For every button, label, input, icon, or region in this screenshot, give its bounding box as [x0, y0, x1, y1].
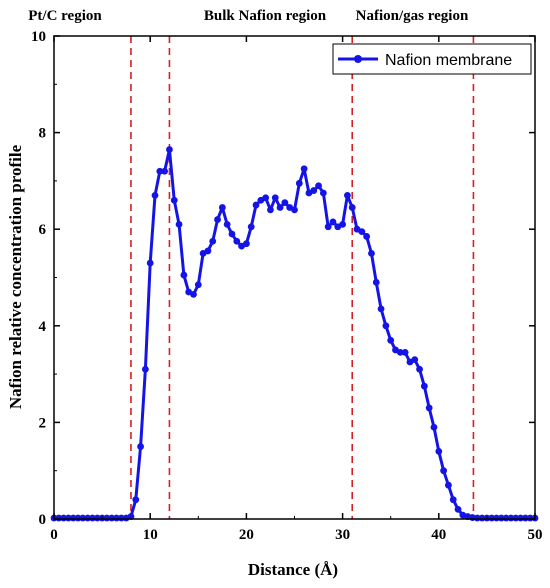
region-label-bulk: Bulk Nafion region: [204, 8, 327, 24]
y-axis-label: Nafion relative concentration profile: [6, 144, 25, 409]
data-point: [146, 259, 154, 267]
data-point: [276, 204, 284, 211]
data-point: [233, 237, 241, 245]
data-point: [315, 182, 322, 190]
data-point: [310, 187, 318, 194]
data-point: [377, 305, 385, 313]
data-point: [190, 291, 197, 298]
data-point: [281, 199, 289, 207]
y-tick-label-0: 0: [39, 512, 47, 528]
data-point: [271, 194, 279, 202]
data-point: [175, 220, 183, 228]
data-point: [209, 237, 217, 245]
plot-frame: [53, 35, 536, 520]
data-point: [223, 220, 231, 228]
data-point: [329, 218, 337, 226]
data-point: [170, 196, 178, 204]
y-tick-label-4: 4: [39, 319, 47, 335]
data-point: [319, 189, 327, 197]
data-point: [440, 467, 448, 475]
data-point: [425, 404, 433, 412]
legend-entry-nafion-membrane: Nafion membrane: [385, 52, 512, 69]
y-tick-label-10: 10: [31, 29, 46, 45]
data-point: [363, 233, 371, 240]
x-tick-label-40: 40: [431, 527, 446, 543]
x-tick-label-50: 50: [528, 527, 543, 543]
data-point: [243, 240, 250, 248]
y-tick-label-8: 8: [39, 126, 47, 142]
data-point: [339, 220, 346, 228]
x-axis-label: Distance (Å): [248, 560, 338, 579]
x-tick-label-20: 20: [239, 527, 254, 543]
data-point: [180, 271, 188, 279]
data-point: [132, 496, 140, 504]
data-point: [372, 278, 380, 286]
data-point: [300, 165, 308, 173]
region-label-gas: Nafion/gas region: [356, 8, 469, 24]
data-point: [262, 194, 270, 202]
data-point: [291, 206, 298, 214]
region-boundaries: [130, 36, 475, 519]
data-point: [161, 167, 169, 175]
y-tick-label-2: 2: [39, 415, 47, 431]
x-tick-label-30: 30: [335, 527, 350, 543]
data-point: [204, 247, 212, 255]
data-point: [295, 179, 303, 187]
data-point: [445, 481, 452, 489]
data-point: [454, 505, 462, 513]
x-tick-label-10: 10: [143, 527, 158, 543]
data-point: [218, 204, 226, 211]
legend-marker: [354, 55, 362, 63]
data-point: [214, 216, 221, 223]
data-point: [420, 382, 428, 390]
data-point: [358, 228, 366, 236]
data-point: [252, 201, 260, 209]
data-point: [156, 167, 164, 175]
region-label-ptc: Pt/C region: [28, 8, 102, 24]
data-point: [151, 191, 159, 199]
y-tick-label-6: 6: [39, 222, 47, 238]
data-point: [387, 336, 395, 344]
series-layer: [50, 146, 539, 522]
data-point: [348, 204, 356, 211]
data-point: [396, 348, 404, 356]
data-point: [141, 365, 149, 373]
data-point: [368, 249, 375, 257]
data-point: [430, 423, 438, 431]
data-point: [401, 348, 409, 356]
axis-ticks: 0 10 20 30 40 50 0 2 4 6 8 10: [31, 29, 543, 543]
data-point: [166, 146, 173, 153]
data-point: [267, 206, 274, 214]
data-point: [344, 191, 351, 199]
data-point: [411, 356, 419, 364]
data-point: [416, 365, 423, 373]
data-point: [228, 230, 236, 238]
data-point: [194, 281, 202, 289]
series-line-0: [54, 148, 535, 520]
data-point: [324, 223, 332, 231]
data-point: [449, 496, 457, 504]
data-point: [382, 322, 390, 330]
legend: Nafion membrane: [332, 43, 532, 75]
x-tick-label-0: 0: [50, 527, 58, 543]
data-point: [435, 447, 443, 455]
data-point: [247, 223, 255, 231]
data-point: [137, 443, 144, 450]
